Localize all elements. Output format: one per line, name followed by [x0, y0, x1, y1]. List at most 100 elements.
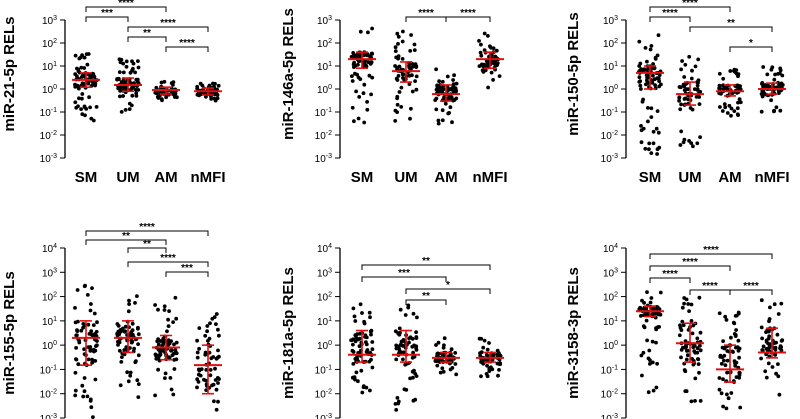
data-point — [766, 341, 771, 346]
data-point — [212, 315, 217, 319]
data-point — [691, 144, 695, 149]
data-point — [399, 105, 404, 109]
data-point — [352, 119, 356, 124]
data-point — [89, 332, 94, 337]
data-point — [774, 371, 778, 376]
data-point — [357, 344, 362, 349]
data-point — [778, 68, 783, 73]
significance-label: **** — [418, 8, 434, 19]
data-point — [677, 333, 682, 338]
data-point — [498, 361, 503, 366]
data-point — [196, 372, 201, 377]
data-point — [737, 371, 742, 375]
data-point — [133, 87, 138, 92]
data-point — [717, 311, 722, 316]
data-point — [361, 91, 366, 96]
data-point — [411, 311, 416, 316]
data-point — [125, 370, 130, 375]
y-axis-label: miR-146a-5p RELs — [280, 8, 297, 140]
data-point — [759, 356, 763, 361]
data-point — [80, 112, 85, 117]
data-point — [367, 310, 372, 315]
data-point — [393, 49, 398, 53]
data-point — [195, 355, 200, 360]
data-point — [393, 329, 398, 334]
data-point — [171, 351, 176, 356]
data-point — [76, 69, 81, 74]
significance-label: ** — [422, 256, 430, 267]
significance-label: ** — [727, 18, 735, 29]
data-point — [117, 70, 122, 74]
data-point — [645, 59, 649, 64]
data-point — [443, 101, 448, 106]
data-point — [397, 346, 401, 351]
data-point — [449, 347, 454, 352]
data-point — [720, 109, 725, 113]
data-point — [122, 348, 127, 352]
significance-label: **** — [702, 281, 718, 292]
data-point — [403, 313, 408, 317]
data-point — [135, 378, 140, 383]
data-point — [395, 396, 400, 400]
data-point — [214, 92, 219, 97]
data-point — [695, 346, 700, 351]
data-point — [682, 296, 687, 300]
significance-label: ** — [143, 28, 151, 39]
data-point — [639, 353, 644, 358]
data-point — [439, 86, 443, 90]
data-point — [780, 73, 785, 78]
data-point — [93, 83, 97, 88]
data-point — [155, 95, 160, 99]
data-point — [171, 80, 176, 84]
y-tick-label: 10-2 — [315, 130, 332, 142]
data-point — [779, 301, 784, 306]
data-point — [639, 124, 643, 128]
data-point — [158, 339, 163, 343]
panel-bottom-middle: 10-3 10-2 10-1 100 101 102 103 104 miR-181a-5p R… — [280, 243, 504, 419]
data-point — [354, 89, 358, 94]
data-point — [77, 338, 81, 343]
data-point — [414, 330, 418, 335]
data-point — [169, 339, 174, 343]
data-point — [399, 85, 404, 90]
data-point — [393, 402, 398, 406]
data-point — [400, 39, 405, 44]
data-point — [645, 338, 649, 343]
data-point — [409, 106, 413, 111]
data-point — [441, 369, 446, 374]
data-point — [407, 340, 411, 345]
significance-label: ** — [143, 239, 151, 250]
data-point — [174, 316, 179, 321]
data-point — [408, 116, 412, 121]
data-point — [736, 348, 741, 353]
data-point — [677, 98, 681, 103]
data-point — [167, 355, 172, 360]
data-point — [684, 357, 689, 362]
data-point — [683, 345, 688, 350]
data-point — [450, 120, 454, 125]
data-point — [90, 360, 94, 365]
data-point — [765, 72, 770, 77]
data-point — [682, 301, 686, 306]
data-point — [124, 64, 129, 69]
data-point — [413, 371, 418, 376]
data-point — [356, 116, 361, 121]
data-point — [354, 370, 359, 375]
data-point — [483, 68, 488, 73]
data-point — [761, 344, 766, 349]
data-point — [694, 95, 699, 99]
data-point — [736, 74, 740, 79]
data-point — [370, 340, 375, 344]
data-point — [687, 309, 691, 313]
data-point — [452, 73, 456, 78]
data-point — [130, 93, 135, 98]
data-point — [723, 105, 728, 110]
data-point — [173, 348, 178, 353]
data-point — [698, 330, 703, 335]
data-point — [116, 324, 121, 328]
data-point — [445, 74, 450, 79]
data-point — [695, 336, 700, 341]
data-point — [136, 382, 141, 386]
data-point — [723, 345, 728, 349]
data-point — [451, 82, 456, 87]
